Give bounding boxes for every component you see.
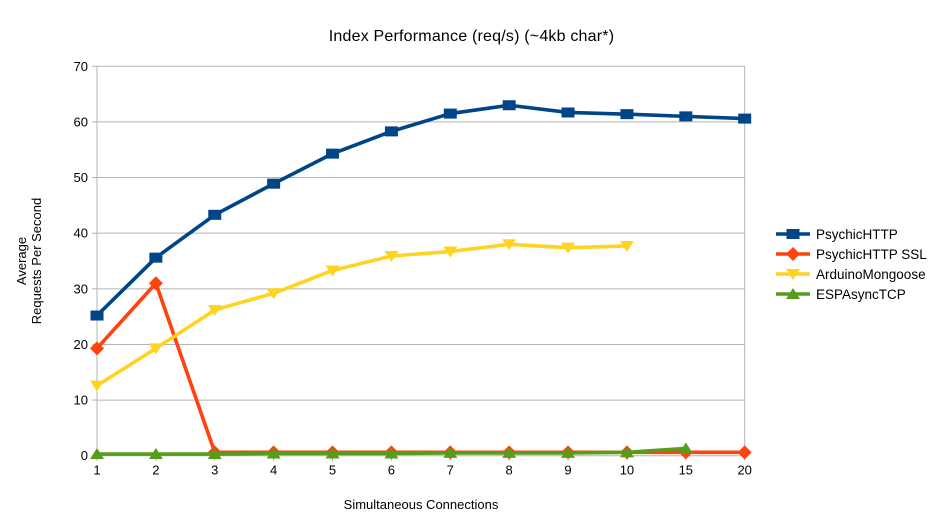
legend-item-psychichttp-ssl: PsychicHTTP SSL: [776, 244, 927, 264]
y-tick-label: 20: [74, 337, 88, 352]
x-tick-label: 2: [152, 463, 159, 478]
chart-title: Index Performance (req/s) (~4kb char*): [328, 28, 615, 45]
x-tick-label: 10: [620, 463, 634, 478]
x-tick-label: 15: [679, 463, 693, 478]
data-point-marker: [619, 446, 634, 458]
data-point-marker: [679, 111, 693, 122]
data-point-marker: [502, 100, 516, 111]
y-tick-label: 70: [74, 59, 88, 74]
legend-label: ArduinoMongoose: [816, 266, 926, 282]
legend-item-arduinomongoose: ArduinoMongoose: [776, 264, 927, 284]
y-tick-label: 60: [74, 114, 88, 129]
y-tick-label: 50: [74, 170, 88, 185]
y-axis-title-line2: Requests Per Second: [29, 197, 44, 325]
data-point-marker: [384, 126, 398, 137]
data-point-marker: [207, 448, 222, 460]
data-point-marker: [208, 209, 222, 220]
data-point-marker: [149, 252, 163, 263]
data-point-marker: [443, 108, 457, 119]
legend-item-espasynctcp: ESPAsyncTCP: [776, 284, 927, 304]
legend-marker-triangle-down-icon: [776, 269, 810, 280]
data-point-marker: [266, 288, 281, 300]
data-point-marker: [502, 239, 517, 251]
data-point-marker: [678, 442, 693, 454]
data-point-marker: [325, 447, 340, 459]
data-point-marker: [561, 446, 576, 458]
y-tick-label: 40: [74, 226, 88, 241]
data-point-marker: [443, 246, 458, 258]
series-line-psychichttp-ssl: [95, 281, 747, 455]
series-line-arduinomongoose: [95, 242, 629, 388]
legend-label: PsychicHTTP: [816, 226, 898, 242]
legend-item-psychichttp: PsychicHTTP: [776, 224, 927, 244]
data-point-marker: [90, 310, 104, 321]
legend: PsychicHTTP PsychicHTTP SSL ArduinoMongo…: [776, 224, 927, 304]
legend-marker-square-icon: [776, 229, 810, 239]
legend-label: ESPAsyncTCP: [816, 286, 906, 302]
y-tick-label: 10: [74, 393, 88, 408]
legend-label: PsychicHTTP SSL: [816, 246, 927, 262]
data-point-marker: [90, 380, 104, 392]
series-line-psychichttp: [95, 103, 747, 318]
y-axis-title: Average Requests Per Second: [14, 66, 44, 456]
y-tick-label: 30: [74, 281, 88, 296]
data-point-marker: [90, 341, 104, 356]
x-tick-label: 20: [737, 463, 751, 478]
x-tick-label: 1: [93, 463, 100, 478]
data-point-marker: [90, 448, 104, 460]
x-tick-label: 5: [329, 463, 336, 478]
data-point-marker: [619, 240, 634, 252]
y-axis-title-line1: Average: [14, 236, 29, 286]
data-point-marker: [148, 448, 163, 460]
data-point-marker: [738, 113, 752, 124]
data-point-marker: [326, 148, 340, 159]
x-axis-title: Simultaneous Connections: [343, 497, 499, 512]
legend-marker-triangle-up-icon: [776, 288, 810, 299]
data-point-marker: [737, 445, 752, 460]
x-tick-label: 6: [388, 463, 395, 478]
data-point-marker: [384, 250, 399, 262]
y-tick-label: 0: [81, 448, 88, 463]
x-tick-label: 7: [447, 463, 454, 478]
data-point-marker: [148, 276, 163, 291]
x-tick-label: 9: [564, 463, 571, 478]
data-point-marker: [207, 304, 222, 316]
x-tick-label: 4: [270, 463, 277, 478]
data-point-marker: [561, 242, 576, 254]
data-point-marker: [384, 447, 399, 459]
data-point-marker: [266, 447, 281, 459]
data-point-marker: [502, 446, 517, 458]
data-point-marker: [620, 109, 634, 120]
data-point-marker: [325, 265, 340, 277]
data-point-marker: [267, 178, 281, 189]
data-point-marker: [148, 343, 163, 355]
x-tick-label: 3: [211, 463, 218, 478]
data-point-marker: [561, 107, 575, 118]
legend-marker-diamond-icon: [776, 247, 810, 261]
x-tick-label: 8: [506, 463, 513, 478]
data-point-marker: [443, 446, 458, 458]
